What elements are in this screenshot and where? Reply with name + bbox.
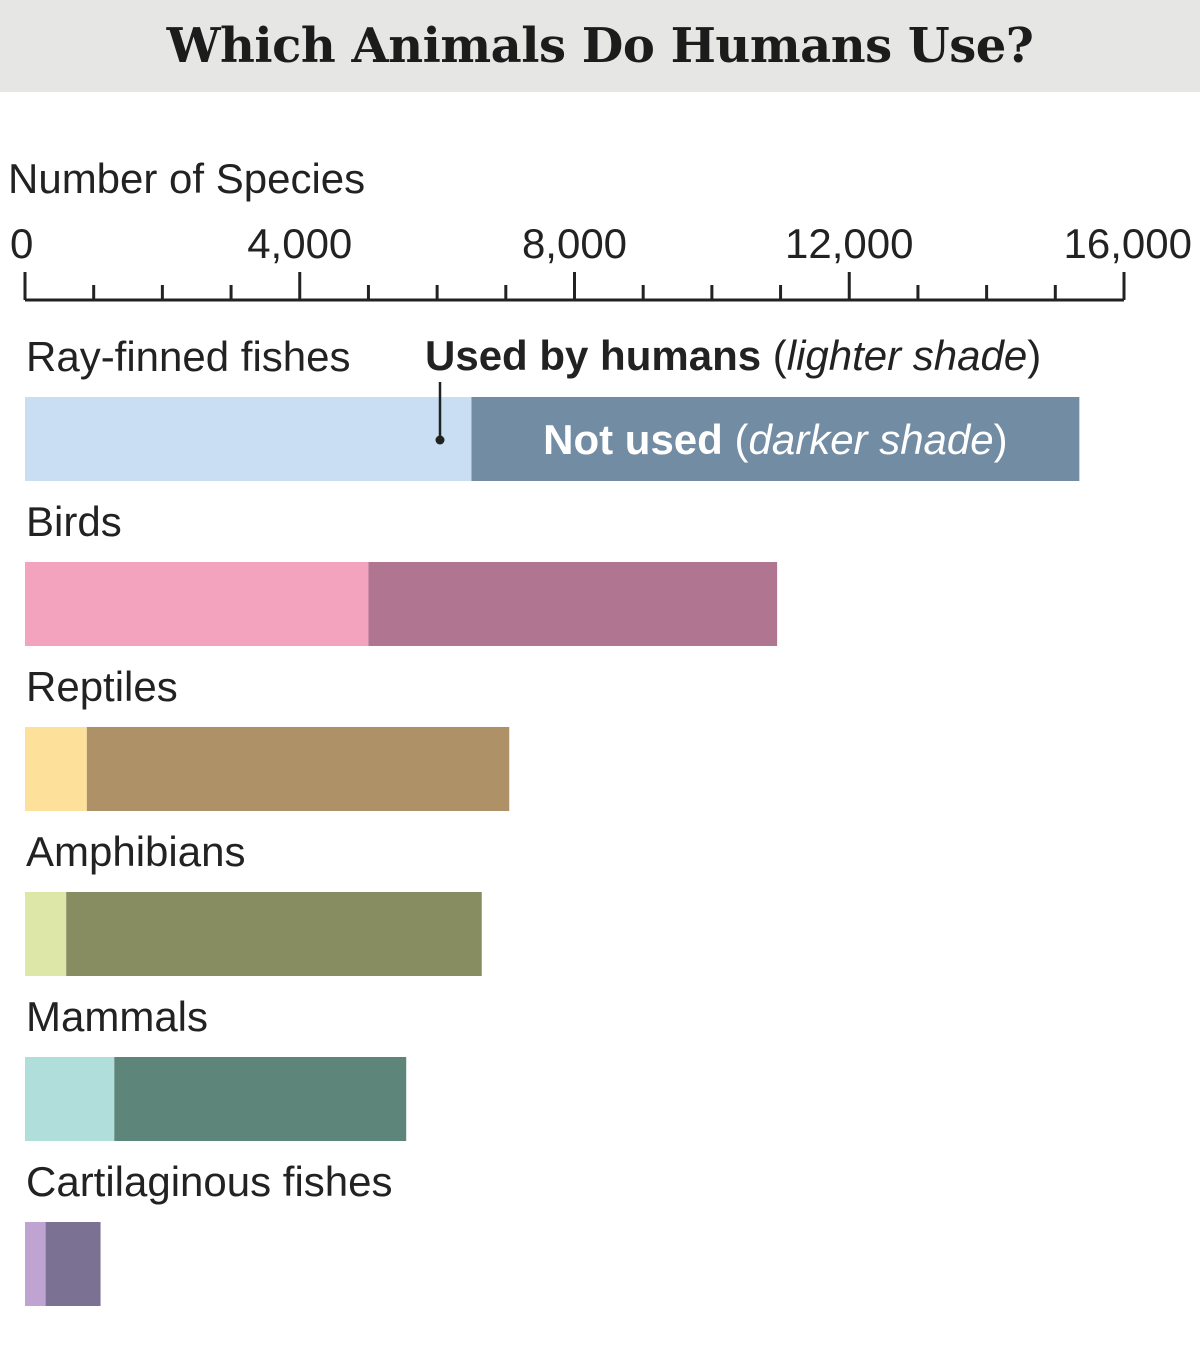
category-label: Reptiles — [26, 663, 178, 710]
not-used-annotation: Not used (darker shade) — [543, 416, 1007, 463]
bar-used — [25, 892, 67, 976]
bar-used — [25, 1057, 115, 1141]
bar-not-used — [368, 562, 778, 646]
bar-used — [25, 562, 369, 646]
category-label: Birds — [26, 498, 122, 545]
category-label: Amphibians — [26, 828, 245, 875]
bar-not-used — [114, 1057, 407, 1141]
bar-not-used — [66, 892, 482, 976]
bar-not-used — [45, 1222, 101, 1306]
x-tick-label: 4,000 — [247, 220, 352, 267]
annotation-leader-dot — [435, 435, 445, 445]
title-bar: Which Animals Do Humans Use? — [0, 0, 1200, 92]
x-axis-title: Number of Species — [8, 155, 365, 202]
bar-not-used — [86, 727, 510, 811]
x-tick-label: 8,000 — [522, 220, 627, 267]
bar-not-used — [471, 397, 1080, 481]
category-label: Cartilaginous fishes — [26, 1158, 393, 1205]
category-label: Mammals — [26, 993, 208, 1040]
x-tick-label: 16,000 — [1064, 220, 1192, 267]
bar-used — [25, 397, 472, 481]
category-label: Ray-finned fishes — [26, 333, 351, 380]
chart-title: Which Animals Do Humans Use? — [166, 18, 1034, 74]
used-annotation: Used by humans (lighter shade) — [425, 332, 1041, 379]
x-tick-label: 12,000 — [785, 220, 913, 267]
x-tick-label: 0 — [10, 220, 33, 267]
bar-used — [25, 1222, 46, 1306]
x-axis: 0 4,000 8,000 12,000 16,000 — [10, 220, 1192, 302]
bars: Ray-finned fishes Birds Reptiles Amphibians… — [25, 333, 1080, 1306]
legend-annotation: Used by humans (lighter shade) Not used (… — [425, 332, 1041, 463]
bar-used — [25, 727, 87, 811]
